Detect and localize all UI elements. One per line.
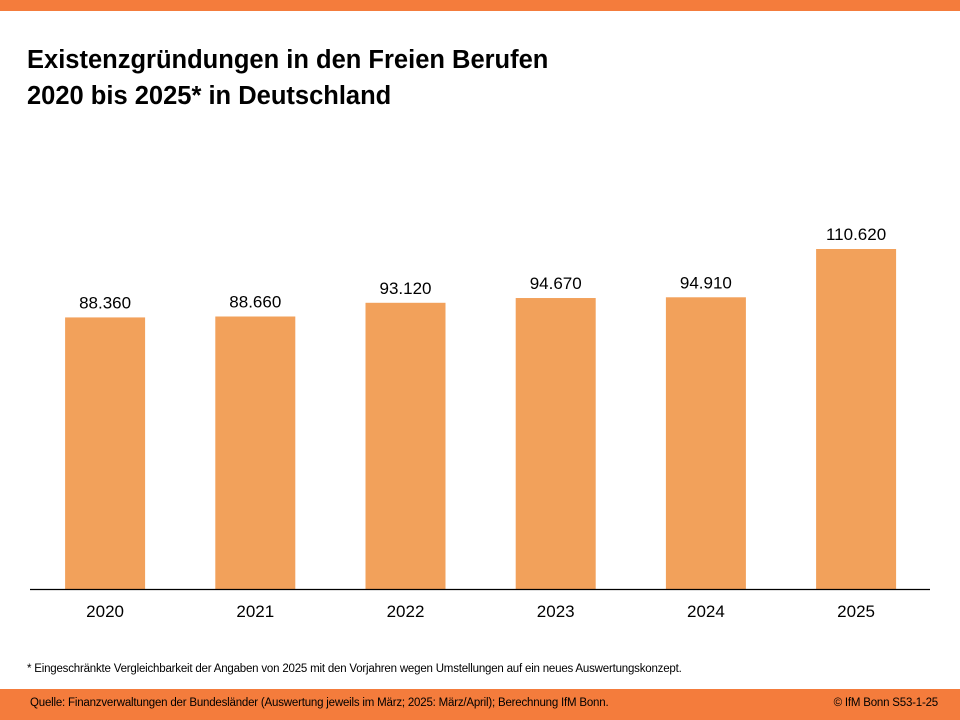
bar-2021 <box>215 316 296 589</box>
bottom-accent-bar: Quelle: Finanzverwaltungen der Bundeslän… <box>0 689 960 720</box>
bar-2020 <box>65 317 146 589</box>
data-label-2022: 93.120 <box>380 279 432 298</box>
chart-title-line-2: 2020 bis 2025* in Deutschland <box>27 82 392 110</box>
x-tick-label-2023: 2023 <box>537 602 575 621</box>
data-label-2020: 88.360 <box>79 293 131 312</box>
data-label-2023: 94.670 <box>530 274 582 293</box>
top-accent-bar <box>0 0 960 11</box>
data-label-2025: 110.620 <box>826 225 886 244</box>
bar-2025 <box>816 249 897 589</box>
x-tick-label-2025: 2025 <box>837 602 875 621</box>
x-tick-label-2020: 2020 <box>86 602 124 621</box>
chart-title: Existenzgründungen in den Freien Berufen… <box>27 42 548 114</box>
source-note: Quelle: Finanzverwaltungen der Bundeslän… <box>30 697 609 709</box>
bar-2022 <box>365 302 446 589</box>
copyright-note: © IfM Bonn S53-1-25 <box>833 697 939 709</box>
x-tick-label-2021: 2021 <box>236 602 274 621</box>
footnote: * Eingeschränkte Vergleichbarkeit der An… <box>27 663 682 675</box>
bar-2024 <box>665 297 746 589</box>
x-tick-label-2022: 2022 <box>387 602 425 621</box>
chart-title-line-1: Existenzgründungen in den Freien Berufen <box>27 46 549 74</box>
bar-2023 <box>515 298 596 589</box>
data-label-2024: 94.910 <box>680 273 732 292</box>
x-tick-label-2024: 2024 <box>687 602 725 621</box>
data-label-2021: 88.660 <box>229 292 281 311</box>
